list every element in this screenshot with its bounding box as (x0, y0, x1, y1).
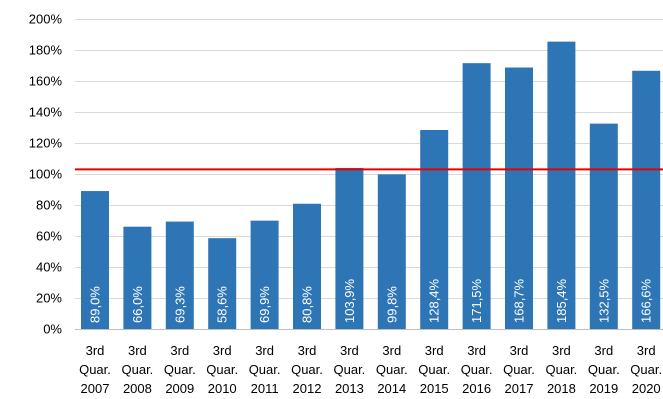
data-label: 168,7% (512, 278, 527, 323)
bar (505, 67, 533, 329)
x-tick-label: 3rd (213, 343, 232, 358)
bar (462, 63, 491, 330)
y-tick-label: 180% (29, 43, 63, 58)
x-tick-label: 3rd (510, 343, 529, 358)
x-tick-label: 2019 (589, 381, 618, 396)
x-tick-label: 3rd (86, 343, 105, 358)
y-tick-label: 40% (36, 260, 62, 275)
y-tick-label: 160% (29, 74, 63, 89)
x-tick-label: 2015 (420, 381, 449, 396)
data-label: 99,8% (384, 286, 399, 323)
data-labels: 89,0% 66,0% 69,3% 58,6% 69,9% 80,8% 103,9% 99,8… (88, 278, 654, 323)
y-axis: 0% 20% 40% 60% 80% 100% 120% 140% 160% 180% 200% (29, 12, 63, 337)
x-tick-label: 3rd (594, 343, 613, 358)
x-tick-label: 2008 (123, 381, 152, 396)
x-tick-label: Quar. (122, 362, 154, 377)
x-tick-label: Quar. (546, 362, 578, 377)
bar (420, 129, 449, 329)
x-tick-label: 2013 (335, 381, 364, 396)
x-tick-label: 3rd (298, 343, 317, 358)
x-tick-label: 3rd (467, 343, 486, 358)
x-tick-label: 2014 (377, 381, 406, 396)
x-tick-label: Quar. (206, 362, 238, 377)
x-tick-label: 2010 (208, 381, 237, 396)
data-label: 89,0% (88, 286, 103, 323)
data-label: 132,5% (596, 278, 611, 323)
bar (208, 238, 237, 329)
x-tick-label: 3rd (637, 343, 656, 358)
data-label: 69,9% (257, 286, 272, 323)
x-tick-label: 3rd (552, 343, 571, 358)
x-tick-label: Quar. (249, 362, 281, 377)
data-label: 66,0% (130, 286, 145, 323)
bar (335, 167, 364, 329)
y-tick-label: 0% (43, 322, 62, 337)
data-label: 69,3% (172, 286, 187, 323)
bar (293, 203, 321, 329)
x-tick-label: 3rd (170, 343, 189, 358)
y-tick-label: 20% (36, 291, 62, 306)
bar (632, 70, 661, 330)
x-tick-label: 2011 (251, 381, 279, 396)
x-tick-label: Quar. (334, 362, 366, 377)
data-label: 185,4% (554, 278, 569, 323)
x-tick-label: 2009 (165, 381, 194, 396)
bar (377, 174, 406, 329)
x-tick-label: 3rd (340, 343, 359, 358)
data-label: 58,6% (215, 286, 230, 323)
bar (589, 123, 618, 329)
data-label: 80,8% (300, 286, 315, 323)
x-tick-label: Quar. (376, 362, 408, 377)
bars (81, 41, 661, 330)
x-tick-label: Quar. (79, 362, 111, 377)
x-tick-label: Quar. (588, 362, 620, 377)
x-tick-label: 3rd (425, 343, 444, 358)
y-tick-label: 100% (29, 167, 63, 182)
bar (81, 191, 109, 329)
bar (123, 226, 152, 329)
x-tick-label: Quar. (503, 362, 535, 377)
data-label: 166,6% (639, 278, 654, 323)
bar (165, 221, 194, 329)
x-tick-label: 2017 (505, 381, 534, 396)
data-label: 103,9% (342, 278, 357, 323)
x-tick-label: 3rd (128, 343, 147, 358)
x-tick-label: Quar. (291, 362, 323, 377)
x-tick-label: 2016 (462, 381, 491, 396)
y-tick-label: 140% (29, 105, 63, 120)
x-tick-label: 2012 (293, 381, 322, 396)
data-label: 171,5% (469, 278, 484, 323)
y-tick-label: 120% (29, 136, 63, 151)
x-tick-label: Quar. (164, 362, 196, 377)
x-tick-label: 2018 (547, 381, 576, 396)
x-tick-label: Quar. (418, 362, 450, 377)
x-tick-label: Quar. (461, 362, 493, 377)
bar (547, 41, 576, 329)
x-tick-label: 2020 (632, 381, 661, 396)
x-tick-label: 2007 (81, 381, 110, 396)
x-tick-label: 3rd (382, 343, 401, 358)
data-label: 128,4% (427, 278, 442, 323)
x-tick-label: Quar. (630, 362, 662, 377)
y-tick-label: 200% (29, 12, 63, 27)
x-axis: 3rd Quar. 2007 3rd Quar. 2008 3rd Quar. 2009 3rd Q… (75, 329, 663, 396)
y-tick-label: 80% (36, 198, 62, 213)
y-tick-label: 60% (36, 229, 62, 244)
x-tick-label: 3rd (255, 343, 274, 358)
bar (250, 220, 279, 329)
